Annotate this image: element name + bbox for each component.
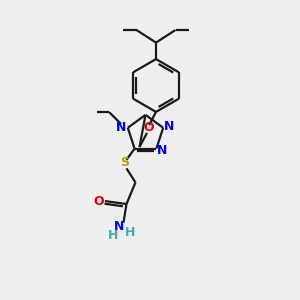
Text: O: O — [94, 194, 104, 208]
Text: O: O — [143, 121, 154, 134]
Text: H: H — [125, 226, 135, 239]
Text: S: S — [121, 156, 130, 170]
Text: N: N — [114, 220, 124, 233]
Text: H: H — [108, 229, 118, 242]
Text: N: N — [164, 120, 174, 133]
Text: N: N — [116, 121, 126, 134]
Text: N: N — [157, 143, 168, 157]
